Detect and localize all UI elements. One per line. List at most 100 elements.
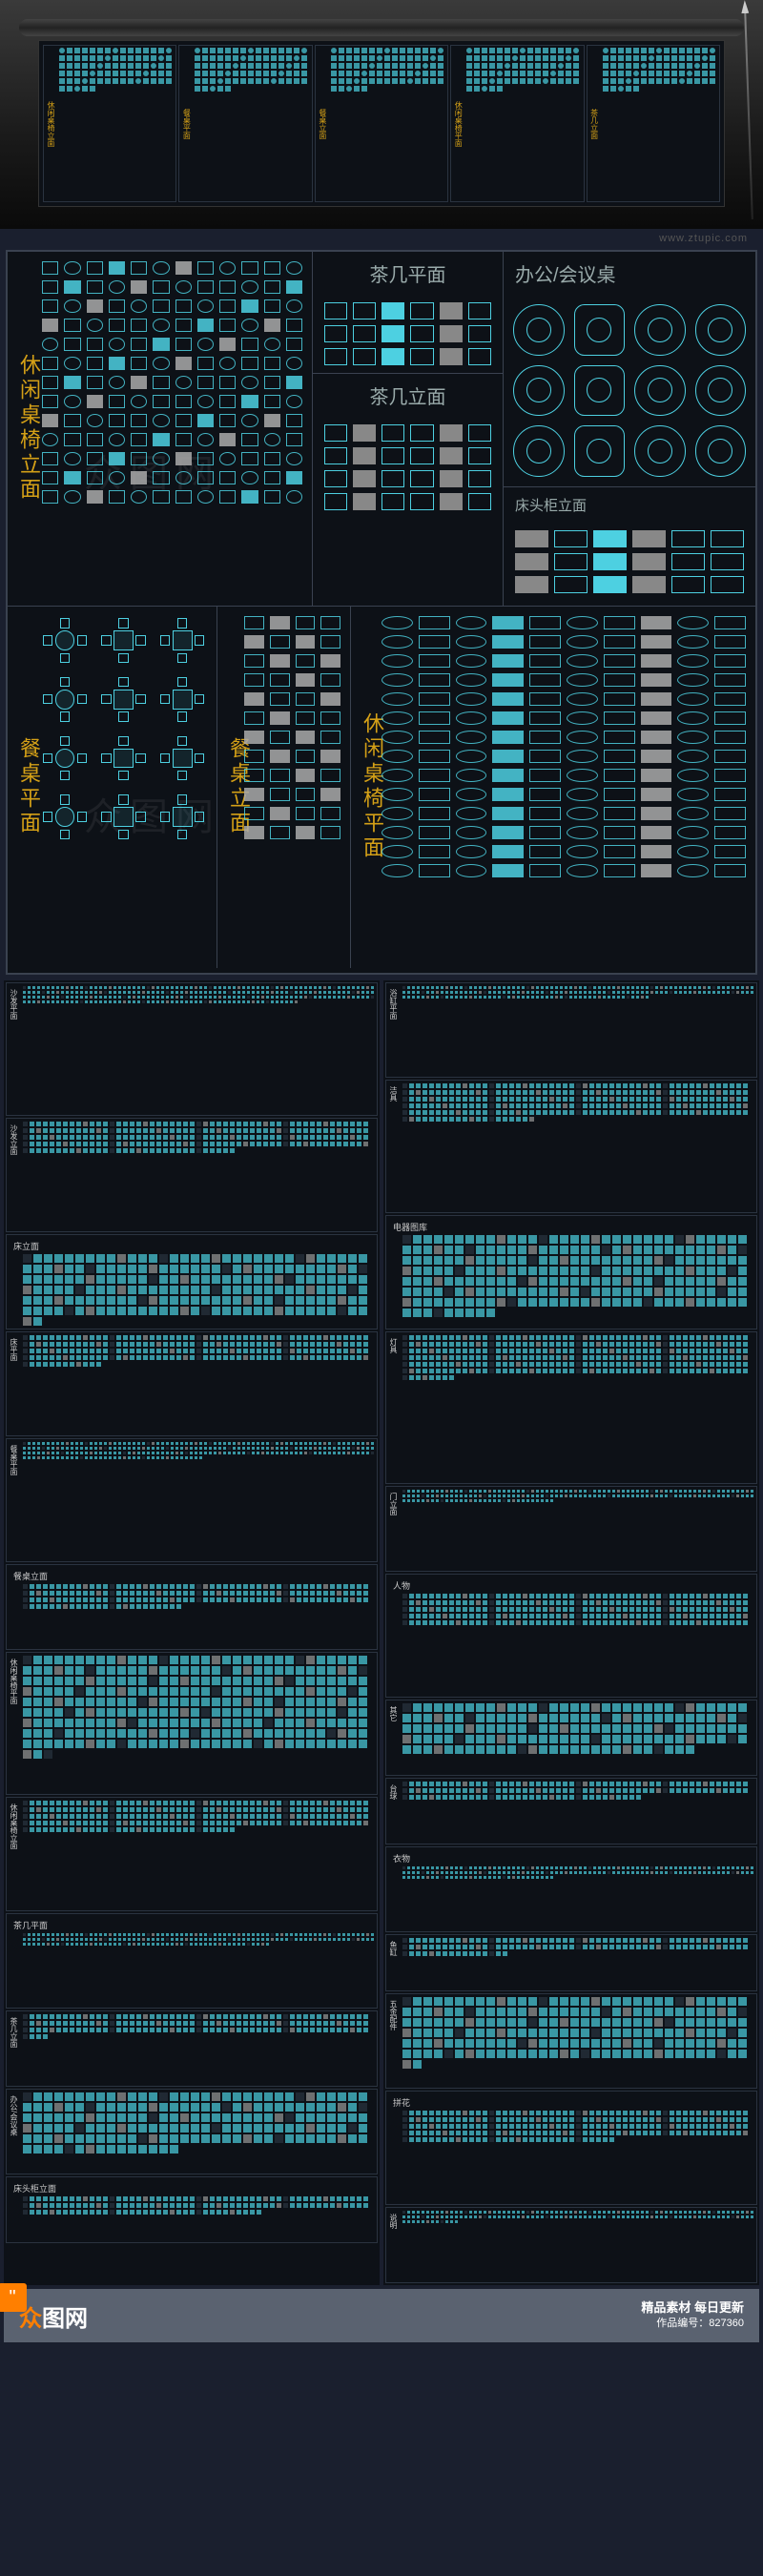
cad-glyph <box>109 319 125 332</box>
cad-glyph <box>677 731 709 744</box>
cad-glyph <box>264 395 280 408</box>
cad-glyph <box>632 553 666 570</box>
cad-glyph <box>492 750 524 763</box>
cad-glyph <box>410 470 433 487</box>
cad-glyph <box>353 447 376 464</box>
cad-glyph <box>492 864 524 877</box>
cad-glyph <box>492 807 524 820</box>
scroll-column: 休闲桌椅立面 <box>43 45 176 202</box>
thumb-panel-label: 餐桌平面 <box>9 1445 19 1475</box>
cad-glyph <box>382 470 404 487</box>
cad-glyph <box>468 302 491 319</box>
cad-glyph <box>567 731 598 744</box>
cad-glyph <box>324 325 347 342</box>
conference-table-glyph <box>634 365 686 417</box>
cad-glyph <box>241 471 258 484</box>
cad-glyph <box>382 711 413 725</box>
cad-glyph <box>264 319 280 332</box>
cad-glyph <box>419 807 450 820</box>
thumb-panel: 床头柜立面 <box>6 2176 378 2243</box>
cad-glyph <box>419 616 450 629</box>
cad-glyph <box>241 376 258 389</box>
cad-glyph <box>410 302 433 319</box>
cad-glyph <box>286 280 302 294</box>
cad-glyph <box>714 826 746 839</box>
thumb-panel: 浴缸平面 <box>385 982 757 1078</box>
cad-glyph <box>109 433 125 446</box>
cad-glyph <box>440 348 463 365</box>
cad-glyph <box>286 319 302 332</box>
thumb-panel-label: 浴缸平面 <box>388 989 399 1020</box>
cad-glyph <box>382 673 413 687</box>
thumb-panel-label: 床立面 <box>10 1238 374 1254</box>
cad-glyph <box>593 576 627 593</box>
cad-glyph <box>419 864 450 877</box>
stylus-pen <box>744 10 753 219</box>
cad-glyph <box>492 654 524 668</box>
scroll-column-label: 餐桌立面 <box>318 109 328 139</box>
cad-glyph <box>468 325 491 342</box>
cad-glyph <box>671 553 705 570</box>
cad-glyph <box>382 635 413 649</box>
thumb-panel: 衣物 <box>385 1846 757 1932</box>
cad-glyph <box>492 731 524 744</box>
cad-glyph <box>270 711 290 725</box>
cad-glyph <box>641 769 672 782</box>
cad-glyph <box>131 471 147 484</box>
thumb-panel-label: 鱼缸 <box>388 1941 399 1956</box>
cad-glyph <box>219 414 236 427</box>
dining-set-glyph <box>99 674 149 724</box>
cad-glyph <box>641 692 672 706</box>
cad-glyph <box>641 731 672 744</box>
cad-glyph <box>131 452 147 465</box>
thumb-panel-label: 茶几立面 <box>9 2017 19 2048</box>
cad-glyph <box>153 319 169 332</box>
cad-glyph <box>677 788 709 801</box>
cad-glyph <box>131 376 147 389</box>
cad-glyph <box>87 414 103 427</box>
cad-glyph <box>382 864 413 877</box>
cad-glyph <box>296 750 316 763</box>
cad-glyph <box>153 395 169 408</box>
thumb-panel: 鱼缸 <box>385 1934 757 1991</box>
cad-glyph <box>42 261 58 275</box>
cad-glyph <box>382 493 404 510</box>
cad-glyph <box>382 616 413 629</box>
section-leisure-plan: 休闲桌椅平面 <box>351 607 755 968</box>
cad-glyph <box>529 750 561 763</box>
cad-glyph <box>270 673 290 687</box>
conference-table-glyph <box>634 304 686 356</box>
cad-glyph <box>87 471 103 484</box>
conference-table-glyph <box>513 425 565 477</box>
cad-glyph <box>264 471 280 484</box>
thumb-panel: 电器图库 <box>385 1215 757 1329</box>
cad-glyph <box>410 325 433 342</box>
cad-glyph <box>529 635 561 649</box>
cad-glyph <box>264 299 280 313</box>
thumb-panel: 沙发立面 <box>6 1118 378 1232</box>
cad-glyph <box>175 280 192 294</box>
cad-glyph <box>492 616 524 629</box>
cad-glyph <box>641 845 672 858</box>
dining-set-glyph <box>40 733 90 783</box>
thumb-panel-label: 沙发平面 <box>9 989 19 1020</box>
cad-glyph <box>604 635 635 649</box>
cad-glyph <box>219 299 236 313</box>
cad-glyph <box>270 807 290 820</box>
cad-glyph <box>671 530 705 547</box>
conference-table-glyph <box>695 304 747 356</box>
cad-glyph <box>270 750 290 763</box>
thumb-panel-label: 沙发立面 <box>9 1124 19 1155</box>
dining-set-glyph <box>157 674 207 724</box>
cad-glyph <box>567 616 598 629</box>
cad-glyph <box>492 826 524 839</box>
cad-glyph <box>632 576 666 593</box>
cad-glyph <box>87 395 103 408</box>
thumb-panel: 说明 <box>385 2207 757 2283</box>
cad-glyph <box>419 711 450 725</box>
cad-glyph <box>109 338 125 351</box>
cad-glyph <box>456 692 487 706</box>
scroll-column-label: 休闲桌椅平面 <box>453 101 464 147</box>
cad-glyph <box>492 711 524 725</box>
cad-glyph <box>296 711 316 725</box>
